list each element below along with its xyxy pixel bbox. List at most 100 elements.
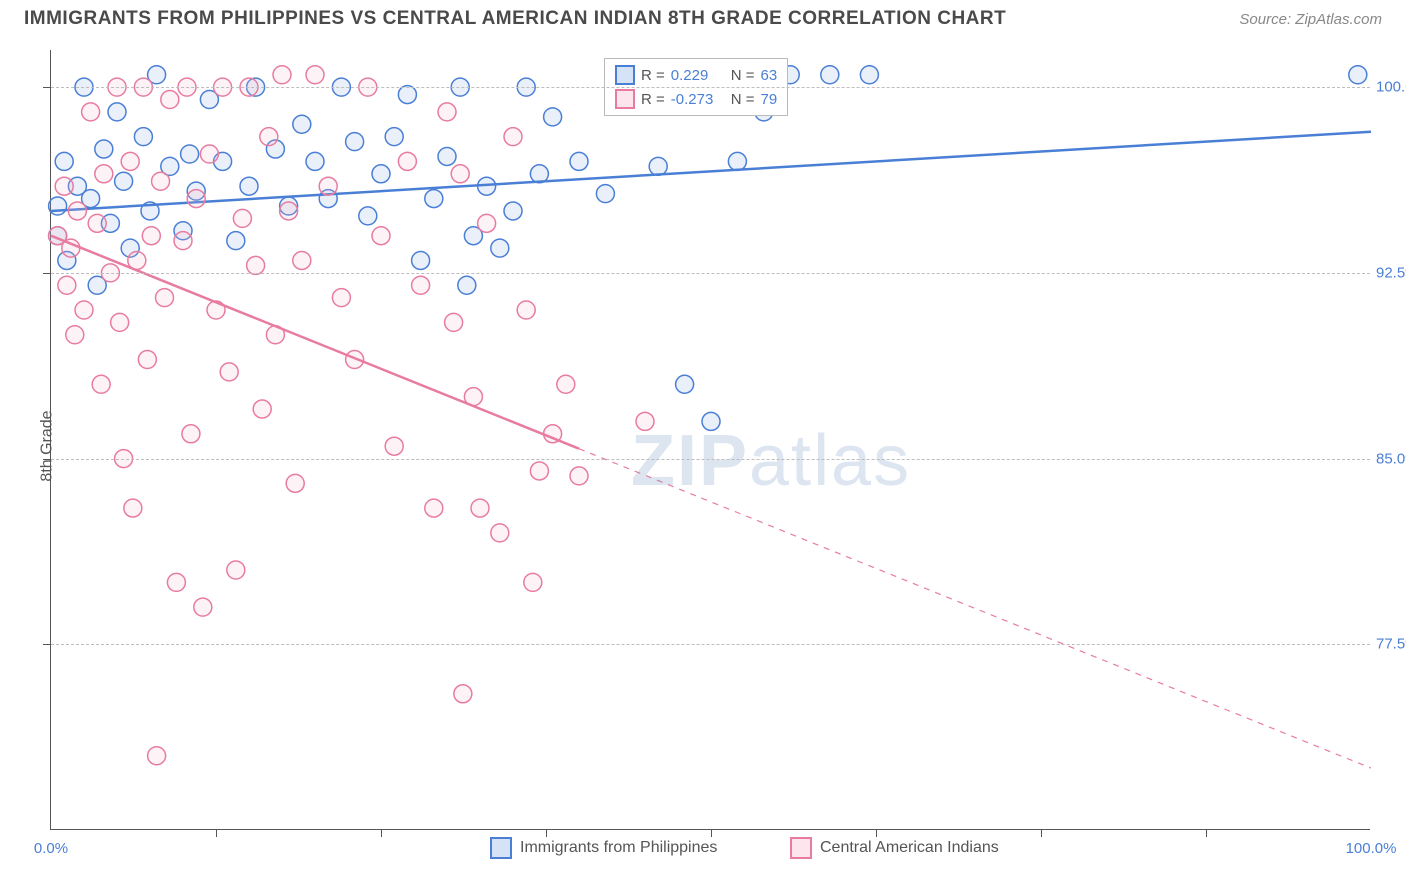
- scatter-point-central_american: [306, 66, 324, 84]
- scatter-point-philippines: [425, 190, 443, 208]
- scatter-point-philippines: [293, 115, 311, 133]
- r-label: R =: [641, 91, 665, 108]
- scatter-point-central_american: [233, 209, 251, 227]
- x-tick: [1206, 829, 1207, 837]
- scatter-point-central_american: [286, 474, 304, 492]
- scatter-point-central_american: [142, 227, 160, 245]
- scatter-point-central_american: [524, 573, 542, 591]
- r-label: R =: [641, 67, 665, 84]
- scatter-point-central_american: [194, 598, 212, 616]
- scatter-point-philippines: [306, 152, 324, 170]
- scatter-point-central_american: [273, 66, 291, 84]
- scatter-point-philippines: [398, 86, 416, 104]
- scatter-point-philippines: [95, 140, 113, 158]
- scatter-point-central_american: [182, 425, 200, 443]
- legend-row-philippines: R = 0.229 N = 63: [615, 63, 777, 87]
- n-value-central: 79: [761, 91, 778, 108]
- scatter-point-philippines: [676, 375, 694, 393]
- scatter-point-philippines: [1349, 66, 1367, 84]
- scatter-point-philippines: [108, 103, 126, 121]
- scatter-point-central_american: [92, 375, 110, 393]
- source-prefix: Source:: [1239, 11, 1295, 28]
- scatter-point-central_american: [66, 326, 84, 344]
- legend-bottom-label-central: Central American Indians: [820, 839, 999, 857]
- scatter-point-central_american: [124, 499, 142, 517]
- source-credit: Source: ZipAtlas.com: [1239, 11, 1382, 28]
- legend-bottom-swatch-central: [790, 837, 812, 859]
- scatter-point-central_american: [227, 561, 245, 579]
- scatter-point-philippines: [181, 145, 199, 163]
- scatter-point-central_american: [187, 190, 205, 208]
- grid-line: [51, 459, 1370, 460]
- scatter-point-central_american: [253, 400, 271, 418]
- scatter-point-central_american: [454, 685, 472, 703]
- scatter-point-philippines: [49, 197, 67, 215]
- r-value-philippines: 0.229: [671, 67, 725, 84]
- scatter-point-central_american: [68, 202, 86, 220]
- scatter-point-central_american: [398, 152, 416, 170]
- scatter-point-central_american: [504, 128, 522, 146]
- scatter-point-central_american: [111, 313, 129, 331]
- trend-line-dashed-central_american: [579, 449, 1371, 768]
- scatter-point-philippines: [702, 412, 720, 430]
- scatter-point-central_american: [156, 289, 174, 307]
- scatter-point-central_american: [636, 412, 654, 430]
- scatter-point-philippines: [491, 239, 509, 257]
- scatter-point-philippines: [504, 202, 522, 220]
- n-value-philippines: 63: [761, 67, 778, 84]
- scatter-point-philippines: [346, 133, 364, 151]
- legend-swatch-philippines: [615, 65, 635, 85]
- scatter-point-central_american: [161, 91, 179, 109]
- scatter-point-philippines: [649, 157, 667, 175]
- y-tick-label: 85.0%: [1376, 450, 1406, 467]
- y-tick: [43, 273, 51, 274]
- chart-title: IMMIGRANTS FROM PHILIPPINES VS CENTRAL A…: [24, 8, 1006, 30]
- scatter-point-philippines: [570, 152, 588, 170]
- scatter-point-central_american: [95, 165, 113, 183]
- scatter-point-central_american: [438, 103, 456, 121]
- n-label: N =: [731, 67, 755, 84]
- scatter-svg: [51, 50, 1370, 829]
- scatter-point-central_american: [220, 363, 238, 381]
- scatter-point-philippines: [860, 66, 878, 84]
- scatter-point-central_american: [471, 499, 489, 517]
- scatter-point-central_american: [88, 214, 106, 232]
- scatter-point-philippines: [359, 207, 377, 225]
- y-tick: [43, 644, 51, 645]
- scatter-point-central_american: [517, 301, 535, 319]
- scatter-point-central_american: [557, 375, 575, 393]
- y-tick-label: 77.5%: [1376, 636, 1406, 653]
- trend-line-central_american: [51, 236, 579, 449]
- r-value-central: -0.273: [671, 91, 725, 108]
- scatter-point-philippines: [438, 147, 456, 165]
- scatter-point-central_american: [260, 128, 278, 146]
- scatter-point-central_american: [530, 462, 548, 480]
- grid-line: [51, 273, 1370, 274]
- legend-bottom-label-philippines: Immigrants from Philippines: [520, 839, 717, 857]
- scatter-point-central_american: [570, 467, 588, 485]
- scatter-point-central_american: [293, 251, 311, 269]
- y-tick: [43, 459, 51, 460]
- scatter-point-philippines: [240, 177, 258, 195]
- scatter-point-philippines: [544, 108, 562, 126]
- x-tick: [381, 829, 382, 837]
- legend-bottom-swatch-philippines: [490, 837, 512, 859]
- scatter-point-central_american: [280, 202, 298, 220]
- scatter-point-philippines: [821, 66, 839, 84]
- x-tick-label: 0.0%: [34, 840, 68, 857]
- scatter-point-philippines: [728, 152, 746, 170]
- scatter-point-philippines: [134, 128, 152, 146]
- scatter-point-central_american: [200, 145, 218, 163]
- scatter-point-philippines: [458, 276, 476, 294]
- scatter-point-central_american: [148, 747, 166, 765]
- y-tick: [43, 87, 51, 88]
- scatter-point-central_american: [332, 289, 350, 307]
- scatter-point-central_american: [478, 214, 496, 232]
- scatter-point-central_american: [372, 227, 390, 245]
- scatter-point-central_american: [82, 103, 100, 121]
- n-label: N =: [731, 91, 755, 108]
- scatter-point-central_american: [451, 165, 469, 183]
- scatter-point-philippines: [596, 185, 614, 203]
- scatter-point-philippines: [385, 128, 403, 146]
- x-tick: [876, 829, 877, 837]
